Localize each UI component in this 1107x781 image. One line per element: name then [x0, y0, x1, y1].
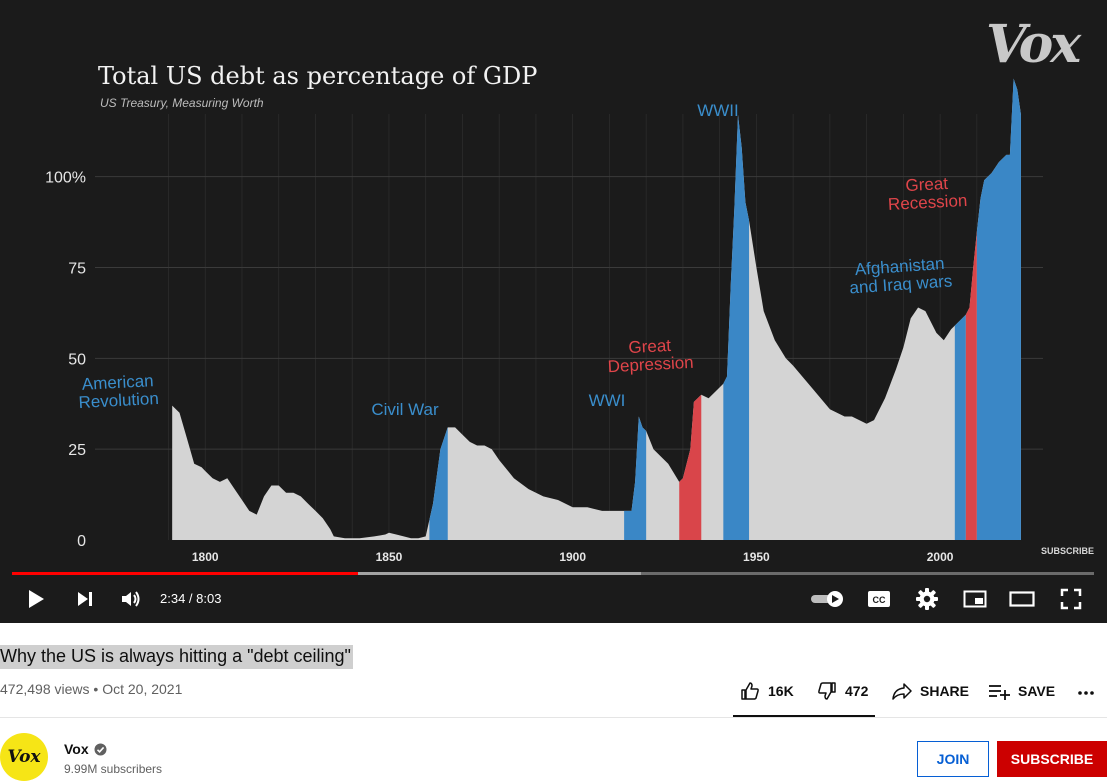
chart-annotation: WWI [589, 391, 626, 410]
verified-icon [94, 743, 107, 755]
period-highlight [954, 78, 966, 540]
channel-avatar[interactable]: Vox [0, 733, 48, 781]
miniplayer-icon [963, 590, 987, 608]
meta-separator: • [93, 681, 99, 697]
share-label: SHARE [920, 683, 970, 699]
time-display: 2:34 / 8:03 [160, 591, 222, 606]
miniplayer-button[interactable] [961, 585, 989, 613]
play-button[interactable] [22, 585, 50, 613]
join-button[interactable]: JOIN [917, 741, 989, 777]
svg-text:CC: CC [873, 595, 886, 605]
vox-logo-watermark: Vox [986, 14, 1081, 75]
next-icon [78, 592, 92, 606]
captions-button[interactable]: CC [865, 585, 893, 613]
volume-icon [122, 591, 140, 607]
period-highlight [723, 78, 750, 540]
x-tick-label: 2000 [927, 550, 954, 564]
save-label: SAVE [1018, 683, 1056, 699]
chart-annotation: GreatRecession [887, 173, 968, 214]
chart-annotation: Afghanistanand Iraq wars [848, 253, 953, 297]
y-tick-label: 25 [68, 442, 86, 459]
save-button[interactable]: SAVE [988, 680, 1055, 702]
section-divider [0, 717, 1107, 718]
thumbs-down-icon [818, 682, 836, 700]
subscribe-watermark[interactable]: SUBSCRIBE [1041, 546, 1095, 556]
playlist-add-icon [989, 685, 1010, 700]
dislike-button[interactable]: 472 [817, 680, 868, 702]
x-tick-label: 1850 [376, 550, 403, 564]
upload-date: Oct 20, 2021 [102, 681, 183, 697]
chart-annotation: GreatDepression [606, 335, 694, 376]
more-actions-button[interactable] [1076, 680, 1096, 702]
more-horizontal-icon [1078, 691, 1094, 695]
chart-annotation: AmericanRevolution [77, 371, 159, 412]
video-player[interactable]: 0 25 50 75 100% 1800 1850 1900 1950 2000 American… [0, 0, 1107, 623]
subscriber-count: 9.99M subscribers [64, 762, 163, 776]
share-button[interactable]: SHARE [892, 680, 969, 702]
debt-chart: 0 25 50 75 100% 1800 1850 1900 1950 2000 American… [45, 78, 1043, 564]
progress-bar[interactable] [12, 572, 1094, 575]
next-button[interactable] [70, 585, 98, 613]
period-highlight [976, 78, 1021, 540]
view-count: 472,498 views [0, 681, 90, 697]
y-tick-label: 0 [77, 533, 86, 550]
subscribe-button[interactable]: SUBSCRIBE [997, 741, 1107, 777]
period-highlight [624, 78, 647, 540]
fullscreen-icon [1060, 588, 1082, 610]
like-count: 16K [768, 683, 794, 699]
period-highlight [965, 78, 977, 540]
channel-name-row[interactable]: Vox [64, 741, 107, 757]
settings-icon [916, 588, 938, 610]
play-icon [29, 590, 44, 608]
fullscreen-button[interactable] [1057, 585, 1085, 613]
chart-annotation: Civil War [371, 400, 439, 419]
video-title: Why the US is always hitting a "debt cei… [0, 645, 353, 669]
y-tick-label: 75 [68, 261, 86, 278]
x-tick-label: 1950 [743, 550, 770, 564]
chart-annotation: WWII [697, 101, 739, 120]
captions-icon: CC [868, 591, 890, 607]
like-ratio-bar [733, 715, 875, 717]
video-meta: 472,498 views • Oct 20, 2021 [0, 681, 182, 697]
like-button[interactable]: 16K [740, 680, 794, 702]
debt-area [172, 78, 1022, 540]
autoplay-toggle[interactable] [810, 585, 846, 613]
y-tick-label: 100% [45, 170, 86, 187]
thumbs-up-icon [741, 682, 759, 700]
chart-title: Total US debt as percentage of GDP [98, 62, 538, 90]
progress-played [12, 572, 358, 575]
period-highlight [429, 78, 448, 540]
share-icon [892, 683, 912, 700]
theater-mode-button[interactable] [1008, 585, 1036, 613]
dislike-count: 472 [845, 683, 869, 699]
chart-subtitle: US Treasury, Measuring Worth [100, 96, 264, 110]
y-tick-label: 50 [68, 351, 86, 368]
mute-button[interactable] [117, 585, 145, 613]
theater-icon [1009, 591, 1035, 607]
period-highlight [679, 78, 702, 540]
x-tick-label: 1900 [559, 550, 586, 564]
channel-name[interactable]: Vox [64, 741, 89, 757]
settings-button[interactable] [913, 585, 941, 613]
x-tick-label: 1800 [192, 550, 219, 564]
autoplay-toggle-icon [811, 591, 843, 607]
